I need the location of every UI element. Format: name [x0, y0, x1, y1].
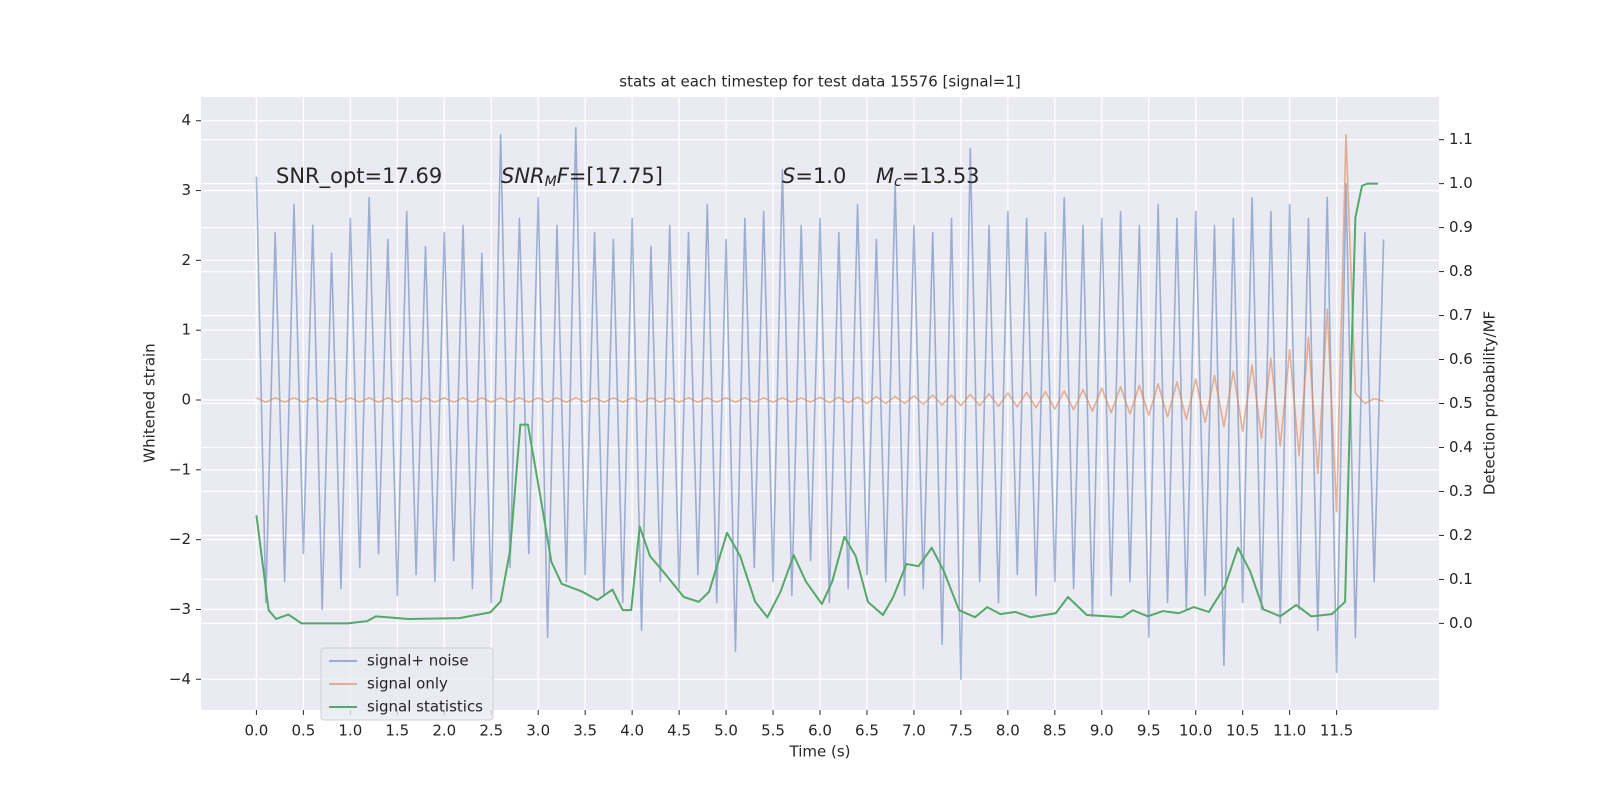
- y2-tick-label: 0.1: [1449, 570, 1473, 588]
- axes: 0.0 0.5 1.0 1.5 2.0 2.5 3.0 3.5 4.0 4.5 5.0 5.5 6.0 6…: [169, 111, 1473, 739]
- annotation-part: SNR_opt=17.69: [276, 164, 442, 189]
- legend-box: [320, 647, 494, 721]
- legend-label: signal only: [367, 675, 448, 693]
- annotation-part: M: [545, 174, 557, 190]
- x-tick-label: 6.5: [855, 722, 879, 740]
- y2-tick-label: 0.3: [1449, 482, 1473, 500]
- x-tick-label: 9.0: [1090, 722, 1114, 740]
- y2-tick-label: 0.9: [1449, 218, 1473, 236]
- annotation-part: =[17.75]: [569, 164, 663, 188]
- y2-tick-label: 0.0: [1449, 614, 1473, 632]
- x-tick-label: 11.5: [1320, 722, 1353, 740]
- x-tick-label: 3.0: [526, 722, 550, 740]
- annotation: S=1.0: [782, 164, 846, 188]
- x-tick-label: 4.5: [667, 722, 691, 740]
- x-tick-label: 9.5: [1137, 722, 1161, 740]
- x-tick-label: 1.5: [385, 722, 409, 740]
- annotation-part: SNR: [501, 164, 545, 188]
- y2-tick-label: 0.7: [1449, 306, 1473, 324]
- annotation-part: c: [894, 174, 902, 190]
- y-tick-label: −1: [169, 460, 191, 478]
- annotation-part: =1.0: [795, 164, 846, 188]
- x-tick-label: 4.0: [620, 722, 644, 740]
- annotation: SNR_opt=17.69: [276, 164, 442, 189]
- legend: signal+ noise signal only signal statistic…: [320, 647, 494, 721]
- y2-tick-label: 0.4: [1449, 438, 1473, 456]
- y2-tick-label: 1.0: [1449, 174, 1473, 192]
- x-tick-label: 10.5: [1226, 722, 1259, 740]
- x-tick-label: 8.0: [996, 722, 1020, 740]
- x-tick-label: 1.0: [338, 722, 362, 740]
- legend-label: signal+ noise: [367, 652, 469, 670]
- y-tick-label: 4: [181, 111, 191, 129]
- x-tick-label: 0.5: [291, 722, 315, 740]
- annotation: Mc=13.53: [876, 164, 980, 190]
- y2-tick-label: 0.2: [1449, 526, 1473, 544]
- y-tick-label: −2: [169, 530, 191, 548]
- x-axis-label: Time (s): [789, 743, 851, 761]
- annotation-part: M: [876, 164, 894, 188]
- y-tick-label: 2: [181, 251, 191, 269]
- x-tick-label: 2.5: [479, 722, 503, 740]
- x-tick-label: 8.5: [1043, 722, 1067, 740]
- y2-tick-label: 0.5: [1449, 394, 1473, 412]
- series-line: [255, 126, 1385, 681]
- x-tick-label: 3.5: [573, 722, 597, 740]
- y-axis-label: Whitened strain: [141, 343, 159, 462]
- y2-tick-label: 0.6: [1449, 350, 1473, 368]
- y-tick-label: 0: [181, 391, 191, 409]
- x-tick-label: 0.0: [244, 722, 268, 740]
- y-tick-label: 3: [181, 181, 191, 199]
- x-tick-label: 5.5: [761, 722, 785, 740]
- y2-tick-label: 0.8: [1449, 262, 1473, 280]
- annotation-part: F: [557, 164, 570, 188]
- chart-title: stats at each timestep for test data 155…: [619, 73, 1020, 91]
- series-line: [255, 182, 1378, 625]
- lines: [255, 126, 1385, 681]
- x-tick-label: 10.0: [1179, 722, 1212, 740]
- y-tick-label: −4: [169, 670, 191, 688]
- x-tick-label: 11.0: [1273, 722, 1306, 740]
- x-tick-label: 7.5: [949, 722, 973, 740]
- y-tick-label: 1: [181, 321, 191, 339]
- y2-axis-label: Detection probability/MF: [1481, 311, 1499, 495]
- y2-tick-label: 1.1: [1449, 130, 1473, 148]
- x-tick-label: 6.0: [808, 722, 832, 740]
- annotation-part: =13.53: [902, 164, 980, 188]
- annotation: SNRMF=[17.75]: [501, 164, 663, 190]
- series-line: [256, 133, 1384, 513]
- x-tick-label: 2.0: [432, 722, 456, 740]
- y-tick-label: −3: [169, 600, 191, 618]
- legend-label: signal statistics: [367, 698, 483, 716]
- annotation-part: S: [782, 164, 795, 188]
- x-tick-label: 5.0: [714, 722, 738, 740]
- x-tick-label: 7.0: [902, 722, 926, 740]
